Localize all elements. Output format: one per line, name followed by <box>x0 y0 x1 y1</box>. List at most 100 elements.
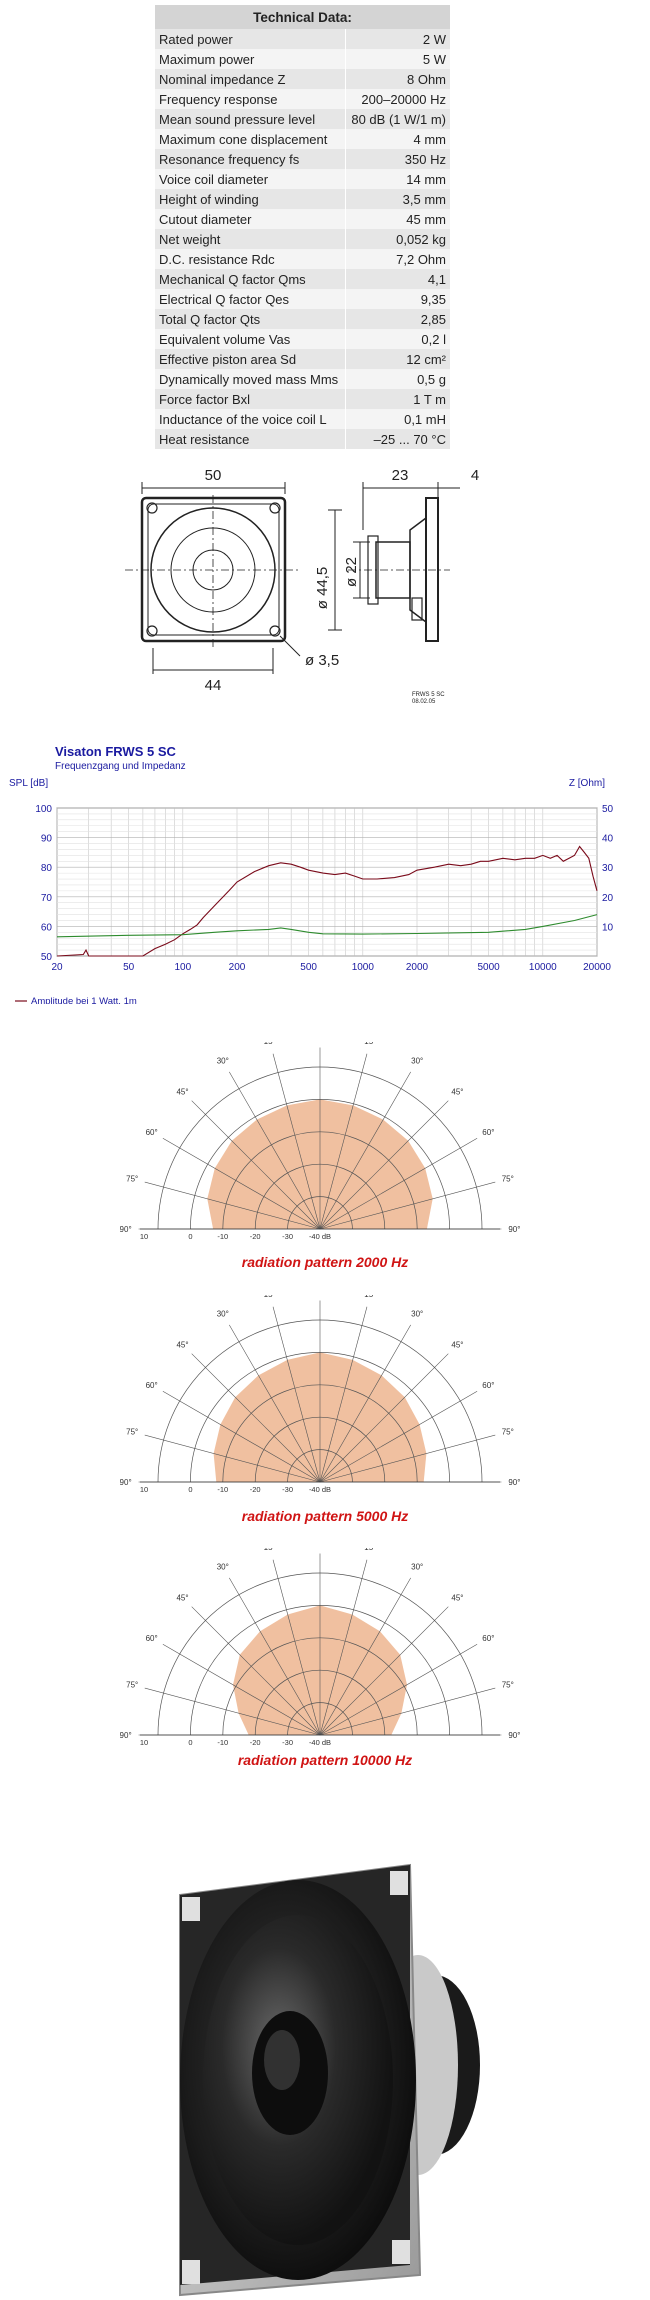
polar-db-label: -20 <box>250 1738 261 1747</box>
polar-plot-10000hz: 0°15°30°45°60°75°90°15°30°45°60°75°90°10… <box>120 1548 520 1747</box>
polar-spoke <box>144 1434 321 1483</box>
tech-row-key: Total Q factor Qts <box>155 309 346 329</box>
technical-data-table: Technical Data: Rated power 2 W Maximum po… <box>155 5 450 449</box>
tech-row: Effective piston area Sd 12 cm² <box>155 349 450 369</box>
tech-row-key: Force factor Bxl <box>155 389 346 409</box>
polar-db-label: -40 dB <box>309 1738 331 1747</box>
polar-db-label: -10 <box>217 1738 228 1747</box>
tech-row-key: Net weight <box>155 229 346 249</box>
tech-row-key: Mean sound pressure level <box>155 109 346 129</box>
polar-angle-label: 60° <box>482 1634 494 1643</box>
tech-row-key: Resonance frequency fs <box>155 149 346 169</box>
polar-angle-label: 45° <box>451 1594 463 1603</box>
tech-row-key: Dynamically moved mass Mms <box>155 369 346 389</box>
tech-row: Rated power 2 W <box>155 29 450 49</box>
polar-angle-label: 30° <box>217 1310 229 1319</box>
x-tick-label: 2000 <box>406 962 429 973</box>
tech-row: Maximum power 5 W <box>155 49 450 69</box>
polar-db-label: 10 <box>140 1485 148 1494</box>
polar-spoke <box>319 1391 478 1483</box>
polar-angle-label: 60° <box>146 1381 158 1390</box>
polar-angle-label: 75° <box>502 1428 514 1437</box>
polar-spoke <box>319 1324 411 1483</box>
polar-spoke <box>229 1577 321 1736</box>
front-view <box>125 482 301 674</box>
tech-row-key: Inductance of the voice coil L <box>155 409 346 429</box>
tech-row-key: Mechanical Q factor Qms <box>155 269 346 289</box>
tech-row-key: Frequency response <box>155 89 346 109</box>
x-tick-label: 500 <box>300 962 317 973</box>
chart-ylabel-right: Z [Ohm] <box>569 778 605 789</box>
tech-row-value: 350 Hz <box>345 149 450 169</box>
tech-row-value: 8 Ohm <box>345 69 450 89</box>
tech-row-key: Rated power <box>155 29 346 49</box>
side-view <box>328 482 460 642</box>
polar-spoke <box>319 1687 496 1736</box>
y-tick-label-right: 20 <box>602 893 614 904</box>
tech-row-key: Equivalent volume Vas <box>155 329 346 349</box>
polar-spoke <box>319 1434 496 1483</box>
polar-spoke <box>229 1071 321 1230</box>
polar-spoke <box>319 1306 368 1483</box>
polar-angle-label: 60° <box>146 1634 158 1643</box>
y-tick-label-left: 100 <box>35 804 52 815</box>
polar-db-label: -20 <box>250 1485 261 1494</box>
polar-angle-label: 75° <box>502 1681 514 1690</box>
polar-caption-10000hz: radiation pattern 10000 Hz <box>237 1752 413 1768</box>
polar-spoke <box>319 1071 411 1230</box>
tech-row-value: 200–20000 Hz <box>345 89 450 109</box>
polar-spoke <box>319 1577 411 1736</box>
tech-row-key: Cutout diameter <box>155 209 346 229</box>
y-tick-label-right: 10 <box>602 922 614 933</box>
tech-row-value: 0,5 g <box>345 369 450 389</box>
polar-spoke <box>191 1606 321 1736</box>
spl-series-line <box>56 845 598 957</box>
polar-angle-label: 90° <box>120 1731 132 1740</box>
tech-row-value: 2,85 <box>345 309 450 329</box>
tech-row: Maximum cone displacement 4 mm <box>155 129 450 149</box>
polar-angle-label: 60° <box>482 1128 494 1137</box>
polar-angle-label: 90° <box>120 1225 132 1234</box>
polar-angle-label: 75° <box>502 1175 514 1184</box>
chart-title: Visaton FRWS 5 SC <box>55 744 176 759</box>
chart-subtitle: Frequenzgang und Impedanz <box>55 761 186 772</box>
tech-row: Mechanical Q factor Qms 4,1 <box>155 269 450 289</box>
y-tick-label-left: 70 <box>41 893 53 904</box>
polar-caption-2000hz: radiation pattern 2000 Hz <box>241 1254 409 1270</box>
polar-angle-label: 60° <box>482 1381 494 1390</box>
tech-row-value: 14 mm <box>345 169 450 189</box>
tech-row-key: Nominal impedance Z <box>155 69 346 89</box>
dim-inner-dia-label: ø 22 <box>343 557 360 587</box>
polar-db-label: -10 <box>217 1485 228 1494</box>
dim-depth-label: 23 <box>392 467 409 484</box>
polar-angle-label: 45° <box>451 1088 463 1097</box>
dim-bottom-label: 44 <box>205 677 222 694</box>
x-tick-label: 1000 <box>352 962 375 973</box>
polar-angle-label: 75° <box>126 1175 138 1184</box>
polar-spoke <box>272 1559 321 1736</box>
x-tick-label: 5000 <box>478 962 501 973</box>
polar-spoke <box>162 1391 321 1483</box>
tech-row-key: Heat resistance <box>155 429 346 449</box>
polar-angle-label: 60° <box>146 1128 158 1137</box>
tech-row-value: 1 T m <box>345 389 450 409</box>
tech-row-value: 7,2 Ohm <box>345 249 450 269</box>
polar-angle-label: 45° <box>176 1594 188 1603</box>
frequency-response-chart: Visaton FRWS 5 SC Frequenzgang und Imped… <box>9 744 614 1004</box>
x-tick-label: 200 <box>229 962 246 973</box>
polar-db-label: 0 <box>188 1738 192 1747</box>
tech-row: Voice coil diameter 14 mm <box>155 169 450 189</box>
polar-db-label: -10 <box>217 1232 228 1241</box>
polar-db-label: -30 <box>282 1485 293 1494</box>
polar-db-label: -20 <box>250 1232 261 1241</box>
tech-row-value: 80 dB (1 W/1 m) <box>345 109 450 129</box>
tech-row-value: 5 W <box>345 49 450 69</box>
polar-angle-label: 30° <box>217 1563 229 1572</box>
polar-angle-label: 15° <box>264 1295 276 1299</box>
tech-row-key: D.C. resistance Rdc <box>155 249 346 269</box>
tech-row: D.C. resistance Rdc 7,2 Ohm <box>155 249 450 269</box>
polar-angle-label: 15° <box>364 1295 376 1299</box>
tech-row-key: Maximum cone displacement <box>155 129 346 149</box>
speaker-photo <box>179 1863 480 2297</box>
